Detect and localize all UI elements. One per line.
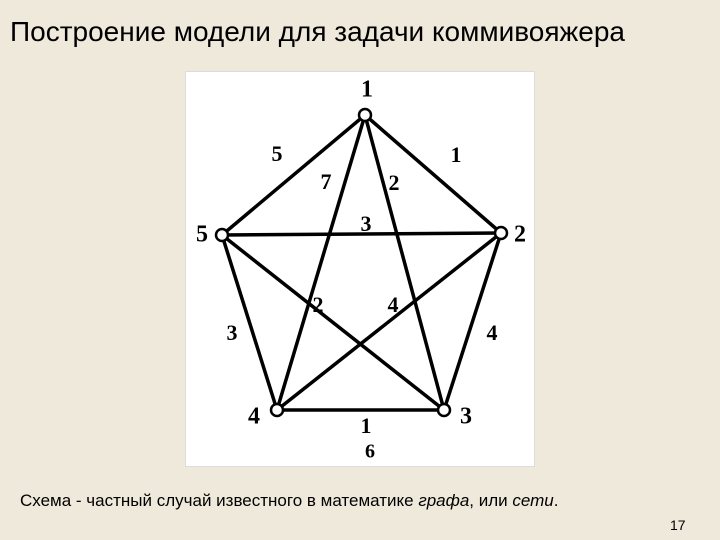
graph-panel: 1234514135274326: [185, 71, 535, 467]
edge-3-5: [222, 235, 444, 410]
node-2: [495, 227, 507, 239]
edge-label-2-5: 3: [361, 211, 372, 237]
caption-prefix: Схема - частный случай известного в мате…: [20, 491, 418, 510]
edge-2-4: [277, 233, 501, 410]
caption-suffix: .: [554, 491, 559, 510]
edge-1-4: [277, 115, 365, 410]
node-label-2: 2: [514, 222, 526, 249]
edge-label-4-5: 3: [227, 320, 238, 346]
edge-1-2: [365, 115, 501, 233]
node-label-4: 4: [248, 404, 260, 431]
tsp-graph: [186, 72, 534, 466]
edge-1-3: [365, 115, 444, 410]
node-label-1: 1: [361, 77, 373, 104]
node-3: [438, 404, 450, 416]
extra-label: 6: [365, 441, 375, 464]
caption-italic-1: графа: [418, 491, 469, 510]
edge-label-3-4: 1: [361, 413, 372, 439]
caption-mid: , или: [469, 491, 512, 510]
node-label-5: 5: [196, 222, 208, 249]
caption-italic-2: сети: [512, 491, 553, 510]
edge-5-1: [222, 115, 365, 235]
node-1: [359, 109, 371, 121]
node-label-3: 3: [460, 404, 472, 431]
caption: Схема - частный случай известного в мате…: [20, 491, 710, 511]
edge-label-1-3: 2: [389, 170, 400, 196]
edge-label-1-4: 7: [321, 169, 332, 195]
edge-label-2-3: 4: [487, 320, 498, 346]
edge-label-5-1: 5: [272, 141, 283, 167]
page-title: Построение модели для задачи коммивояжер…: [10, 16, 710, 48]
edge-label-1-2: 1: [451, 142, 462, 168]
edge-label-2-4: 4: [388, 292, 399, 318]
edge-label-3-5: 2: [313, 292, 324, 318]
node-5: [216, 229, 228, 241]
page-number: 17: [670, 517, 686, 533]
node-4: [271, 404, 283, 416]
